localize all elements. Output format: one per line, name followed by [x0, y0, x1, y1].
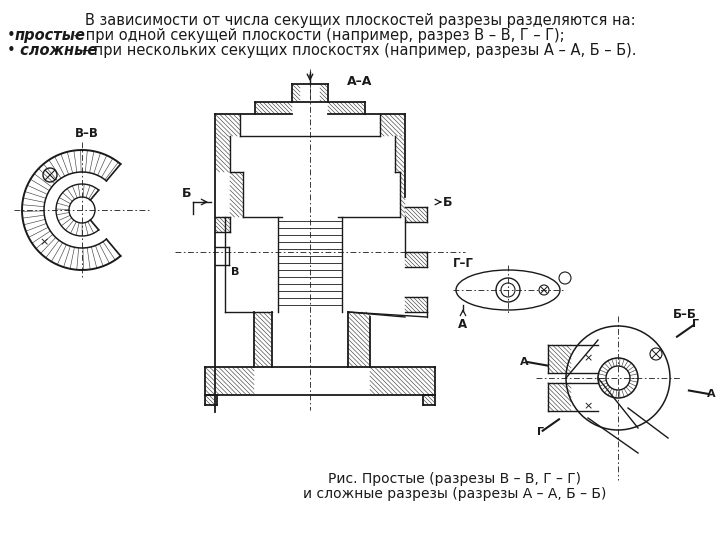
Text: простые: простые [15, 28, 86, 43]
Text: Г: Г [536, 428, 544, 437]
Text: Г: Г [693, 319, 699, 328]
Text: ×: × [583, 353, 593, 363]
Text: В: В [231, 267, 239, 277]
Text: •: • [7, 28, 16, 43]
Text: А: А [707, 389, 716, 400]
Text: Б: Б [443, 195, 452, 208]
Text: сложные: сложные [15, 43, 97, 58]
Text: В зависимости от числа секущих плоскостей разрезы разделяются на:: В зависимости от числа секущих плоскосте… [85, 13, 635, 28]
Text: А: А [459, 318, 467, 331]
Text: Б: Б [181, 187, 191, 200]
Text: и сложные разрезы (разрезы А – А, Б – Б): и сложные разрезы (разрезы А – А, Б – Б) [303, 487, 607, 501]
Text: ×: × [40, 237, 49, 247]
Text: – при одной секущей плоскости (например, разрез В – В, Г – Г);: – при одной секущей плоскости (например,… [69, 28, 564, 43]
Text: Б–Б: Б–Б [673, 308, 697, 321]
Text: •: • [7, 43, 16, 58]
Text: А: А [520, 356, 528, 367]
Text: В–В: В–В [75, 127, 99, 140]
Text: Г–Г: Г–Г [453, 257, 474, 270]
Text: Рис. Простые (разрезы В – В, Г – Г): Рис. Простые (разрезы В – В, Г – Г) [328, 472, 582, 486]
Text: А–А: А–А [347, 75, 373, 88]
Text: ×: × [583, 401, 593, 411]
Text: – при нескольких секущих плоскостях (например, разрезы А – А, Б – Б).: – при нескольких секущих плоскостях (нап… [77, 43, 636, 58]
